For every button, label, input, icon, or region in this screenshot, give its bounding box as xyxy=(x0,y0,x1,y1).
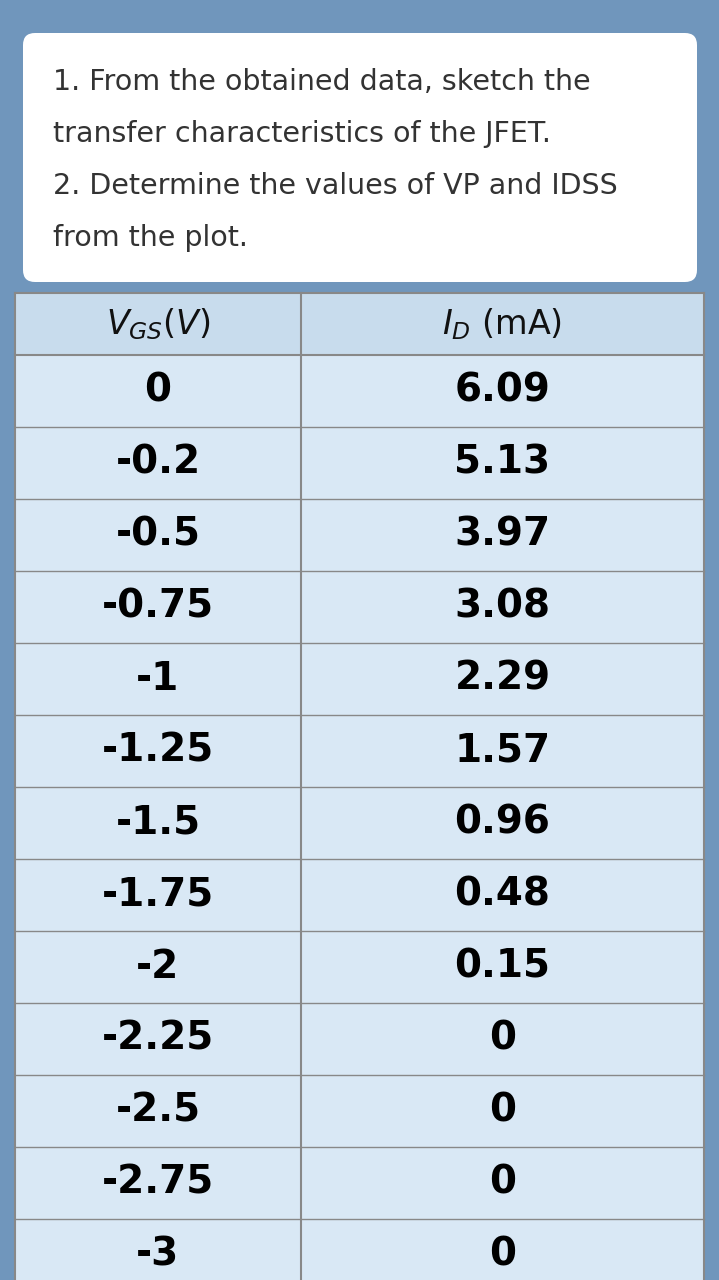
Text: -2: -2 xyxy=(137,948,180,986)
Bar xyxy=(15,293,704,1280)
FancyBboxPatch shape xyxy=(23,33,697,282)
Text: 3.97: 3.97 xyxy=(454,516,551,554)
Text: 0: 0 xyxy=(489,1164,516,1202)
Text: $I_{D}\ \mathrm{(mA)}$: $I_{D}\ \mathrm{(mA)}$ xyxy=(442,306,562,342)
Text: from the plot.: from the plot. xyxy=(53,224,248,252)
Text: -1.25: -1.25 xyxy=(102,732,214,771)
Text: $V_{GS}(V)$: $V_{GS}(V)$ xyxy=(106,306,211,342)
Text: 1.57: 1.57 xyxy=(454,732,551,771)
Text: 6.09: 6.09 xyxy=(454,372,551,410)
Text: -1.5: -1.5 xyxy=(116,804,201,842)
Text: 5.13: 5.13 xyxy=(454,444,551,483)
Text: -2.75: -2.75 xyxy=(102,1164,214,1202)
Text: 0: 0 xyxy=(489,1236,516,1274)
Text: -3: -3 xyxy=(137,1236,180,1274)
Text: -2.25: -2.25 xyxy=(102,1020,214,1059)
Text: -2.5: -2.5 xyxy=(116,1092,201,1130)
Text: 0.96: 0.96 xyxy=(454,804,551,842)
Text: -0.5: -0.5 xyxy=(116,516,201,554)
Text: 0.48: 0.48 xyxy=(454,876,551,914)
Text: -0.75: -0.75 xyxy=(102,588,214,626)
Text: 1. From the obtained data, sketch the: 1. From the obtained data, sketch the xyxy=(53,68,590,96)
Text: transfer characteristics of the JFET.: transfer characteristics of the JFET. xyxy=(53,120,551,148)
Text: -0.2: -0.2 xyxy=(116,444,201,483)
Text: 0.15: 0.15 xyxy=(454,948,551,986)
Bar xyxy=(15,293,704,355)
Text: 0: 0 xyxy=(145,372,171,410)
Text: -1: -1 xyxy=(137,660,180,698)
Text: 0: 0 xyxy=(489,1092,516,1130)
Text: -1.75: -1.75 xyxy=(102,876,214,914)
Text: 2. Determine the values of VP and IDSS: 2. Determine the values of VP and IDSS xyxy=(53,172,618,200)
Text: 0: 0 xyxy=(489,1020,516,1059)
Text: 2.29: 2.29 xyxy=(454,660,551,698)
Text: 3.08: 3.08 xyxy=(454,588,551,626)
